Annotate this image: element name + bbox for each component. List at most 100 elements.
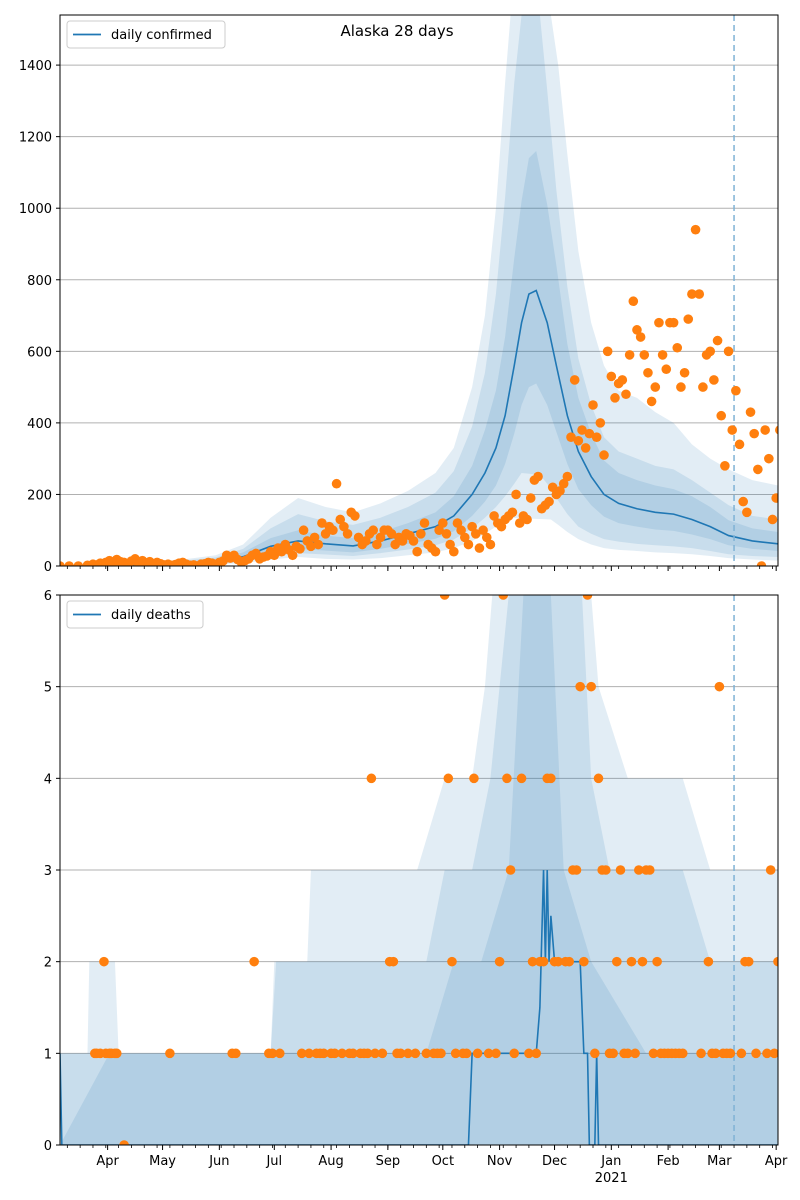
observed-point (703, 956, 714, 967)
observed-point (654, 317, 664, 328)
observed-point (672, 342, 683, 353)
observed-point (375, 532, 386, 543)
model-line (60, 289, 778, 566)
observed-point (760, 425, 770, 435)
observed-point (558, 478, 569, 489)
y-tick-label: 400 (27, 417, 52, 432)
observed-point (456, 525, 466, 536)
observed-point (335, 514, 346, 525)
observed-point (494, 956, 505, 967)
observed-point (637, 956, 648, 967)
observed-point (474, 543, 485, 553)
observed-point (445, 539, 455, 550)
legend-label: daily deaths (111, 608, 191, 623)
observed-point (779, 379, 789, 389)
observed-point (727, 425, 738, 435)
observed-point (408, 536, 419, 546)
observed-point (485, 539, 496, 550)
band-mid (60, 595, 778, 1145)
observed-point (267, 1048, 278, 1059)
observed-point (443, 773, 454, 784)
observed-point (762, 1048, 772, 1059)
observed-point (767, 514, 778, 525)
observed-point (628, 296, 639, 307)
observed-point (790, 457, 800, 467)
observed-point (566, 432, 576, 442)
observed-point (111, 1048, 122, 1059)
observed-point (586, 681, 596, 692)
observed-point (377, 1048, 388, 1059)
observed-point (648, 1048, 659, 1059)
x-tick-label: Apr (765, 1154, 788, 1169)
observed-point (582, 595, 593, 600)
observed-point (753, 464, 763, 475)
observed-point (370, 1048, 380, 1059)
observed-point (368, 525, 379, 536)
observed-point (626, 956, 637, 967)
observed-point (705, 346, 716, 357)
observed-point (652, 956, 662, 967)
observed-point (318, 1048, 329, 1059)
y-tick-label: 6 (44, 589, 52, 604)
x-tick-label: Dec (542, 1154, 567, 1169)
observed-point (553, 956, 564, 967)
deaths-panel: 0 1 2 3 4 5 6 Apr May Jun Jul Aug Sep Oct Nov Dec Jan Feb… (44, 589, 788, 1186)
observed-point (73, 561, 84, 566)
observed-point (505, 865, 516, 875)
observed-point (361, 536, 371, 546)
observed-point (573, 435, 584, 446)
observed-point (64, 561, 74, 566)
observed-point (269, 550, 280, 561)
observed-point (690, 224, 701, 235)
observed-point (712, 335, 723, 346)
x-tick-label: Sep (376, 1154, 401, 1169)
observed-point (507, 507, 518, 518)
observed-point (773, 956, 778, 967)
observed-point (388, 956, 399, 967)
observed-point (624, 350, 635, 360)
observed-point (430, 546, 441, 557)
observed-point (452, 518, 463, 528)
x-tick-label: Jul (265, 1154, 282, 1169)
observed-point (720, 461, 730, 471)
observed-point (714, 681, 725, 692)
observed-point (679, 367, 690, 378)
observed-point (295, 544, 305, 554)
observed-point (441, 528, 452, 539)
observed-point (337, 1048, 347, 1059)
observed-point (439, 595, 450, 600)
observed-point (274, 1048, 285, 1059)
observed-point (434, 525, 444, 536)
observed-point (353, 532, 364, 543)
observed-point (742, 507, 752, 518)
observed-point (710, 1048, 721, 1059)
observed-point (498, 595, 509, 600)
observed-point (698, 382, 708, 392)
observed-point (339, 521, 349, 532)
observed-point (449, 546, 459, 557)
observed-point (348, 1048, 358, 1059)
observed-point (410, 1048, 421, 1059)
observed-point (372, 539, 382, 550)
observed-point (463, 539, 474, 550)
observed-point (436, 1048, 446, 1059)
observed-point (496, 521, 507, 532)
observed-point (467, 521, 477, 532)
observed-point (421, 1048, 432, 1059)
observed-point (630, 1048, 640, 1059)
observed-point (623, 1048, 633, 1059)
observed-point (575, 681, 585, 692)
observed-point (782, 561, 792, 571)
y-tick-label: 1000 (19, 202, 52, 217)
observed-point (317, 518, 327, 528)
observed-point (694, 289, 705, 299)
observed-point (610, 393, 620, 403)
observed-point (249, 956, 259, 967)
observed-point (643, 367, 653, 378)
y-tick-label: 1400 (19, 59, 52, 74)
observed-point (590, 1048, 600, 1059)
observed-point (481, 532, 492, 543)
observed-point (786, 275, 796, 285)
observed-point (676, 382, 686, 392)
plot-area (60, 15, 800, 571)
